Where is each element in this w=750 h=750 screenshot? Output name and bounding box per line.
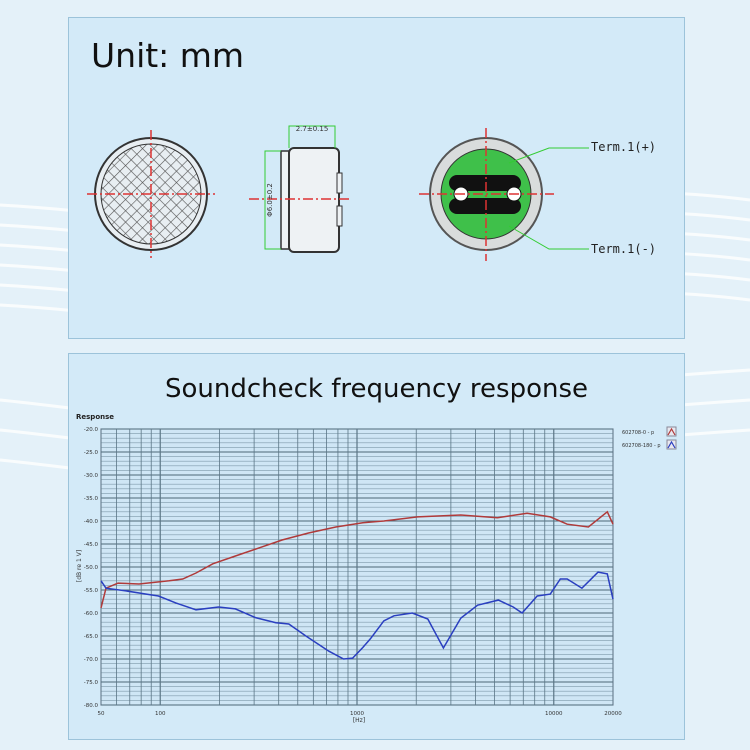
x-tick-label: 10000 <box>545 711 563 717</box>
x-ticks: 50 100 1000 10000 20000 <box>98 711 623 717</box>
legend-label-1: 602708-180 - p <box>622 443 661 449</box>
y-tick-label: -45.0 <box>84 542 99 548</box>
legend-swatch-0 <box>666 426 677 437</box>
y-tick-label: -20.0 <box>84 427 99 433</box>
x-tick-label: 100 <box>155 711 166 717</box>
terminal-minus-label: Term.1(-) <box>591 242 657 256</box>
frequency-response-chart: Response -20.0-25.0-30.0-35.0-40.0-45.0-… <box>76 413 677 724</box>
y-tick-label: -80.0 <box>84 703 99 709</box>
unit-label: Unit: mm <box>91 36 245 75</box>
terminal-plus-label: Term.1(+) <box>591 140 657 154</box>
y-axis-label: [dB re 1 V] <box>76 550 83 582</box>
panel-label: Response <box>76 413 114 421</box>
y-tick-label: -30.0 <box>84 473 99 479</box>
legend-icon-1 <box>667 440 676 449</box>
y-tick-label: -40.0 <box>84 519 99 525</box>
y-tick-label: -55.0 <box>84 588 99 594</box>
legend-icon-0 <box>667 427 676 436</box>
grid <box>100 428 614 706</box>
y-tick-label: -35.0 <box>84 496 99 502</box>
y-ticks: -20.0 -25.0 -30.0 -35.0 -40.0 -45.0 -50.0 -55.0… <box>84 427 99 709</box>
y-tick-label: -70.0 <box>84 657 99 663</box>
y-tick-label: -50.0 <box>84 565 99 571</box>
chart-title: Soundcheck frequency response <box>164 374 589 404</box>
diameter-dimension: Φ6.0±0.2 <box>266 183 274 217</box>
front-view <box>87 130 215 258</box>
side-view: 2.7±0.15 Φ6.0±0.2 <box>249 125 351 253</box>
dimension-drawing-panel: Unit: mm 2.7±0.15 Φ6.0±0.2 <box>68 17 685 339</box>
y-tick-label: -60.0 <box>84 611 99 617</box>
x-tick-label: 1000 <box>350 711 364 717</box>
series-line-1 <box>100 571 614 660</box>
y-tick-label: -75.0 <box>84 680 99 686</box>
series-lines <box>100 510 614 660</box>
y-tick-label: -65.0 <box>84 634 99 640</box>
legend: 602708-0 - p 602708-180 - p <box>622 426 677 450</box>
x-axis-label: [Hz] <box>353 717 365 724</box>
x-tick-label: 20000 <box>604 711 622 717</box>
width-dimension: 2.7±0.15 <box>296 125 329 133</box>
series-line-0 <box>100 510 614 609</box>
legend-label-0: 602708-0 - p <box>622 430 654 436</box>
legend-swatch-1 <box>666 439 677 450</box>
mechanical-drawing: 2.7±0.15 Φ6.0±0.2 <box>87 125 589 261</box>
rear-view <box>419 128 589 261</box>
frequency-response-panel: Soundcheck frequency response Response -… <box>68 353 685 740</box>
y-tick-label: -25.0 <box>84 450 99 456</box>
x-tick-label: 50 <box>98 711 105 717</box>
